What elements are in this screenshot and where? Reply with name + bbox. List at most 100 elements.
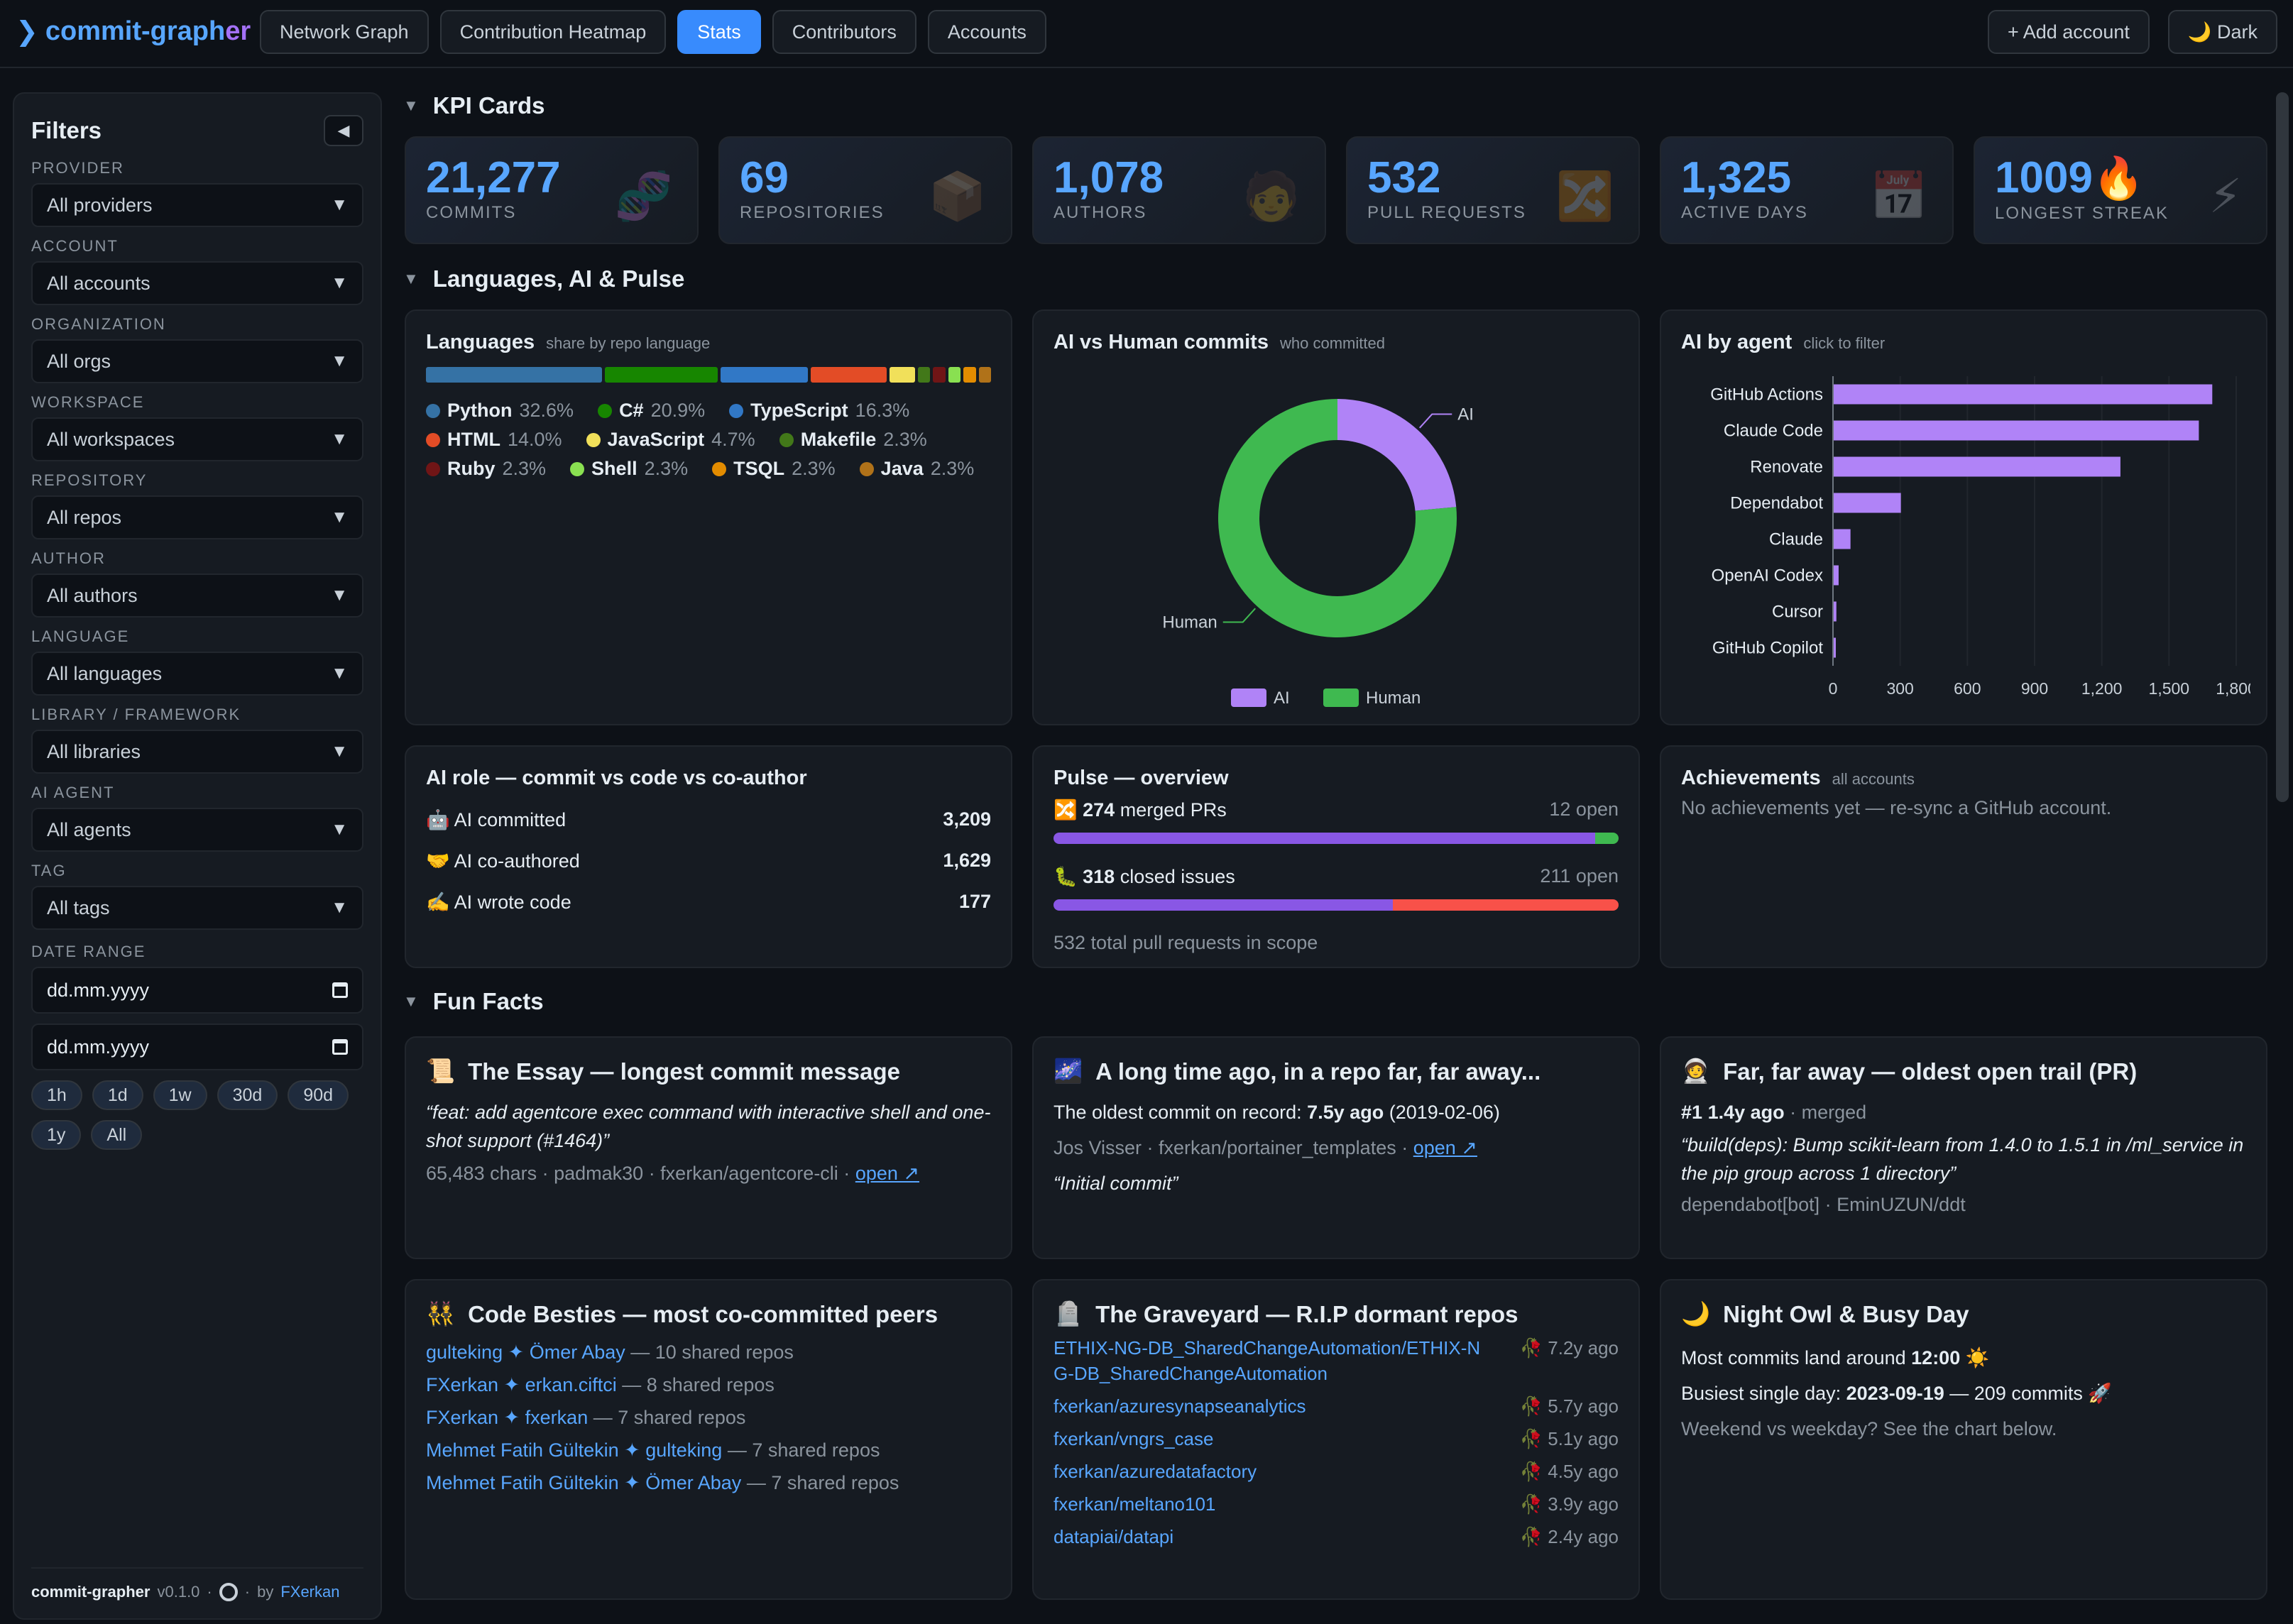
legend-swatch[interactable] bbox=[1231, 688, 1266, 707]
language-legend-item[interactable]: Shell 2.3% bbox=[570, 458, 688, 480]
agent-bar[interactable] bbox=[1834, 601, 1837, 622]
add-account-button[interactable]: + Add account bbox=[1987, 10, 2150, 54]
repo-link[interactable]: datapiai/datapi bbox=[1054, 1526, 1174, 1547]
range-chip[interactable]: 90d bbox=[288, 1080, 349, 1110]
brand-logo[interactable]: ❯ commit-graph er bbox=[16, 16, 251, 48]
chevron-down-icon: ▼ bbox=[331, 820, 348, 839]
person-icon: 🧑 bbox=[1242, 170, 1301, 222]
range-chip[interactable]: 1y bbox=[31, 1120, 82, 1150]
kpi-card-longest-streak: 1009🔥 LONGEST STREAK ⚡ bbox=[1974, 136, 2267, 244]
bestie-pair-link[interactable]: FXerkan ✦ fxerkan bbox=[426, 1407, 589, 1428]
language-segment[interactable] bbox=[426, 367, 602, 383]
y-tick-label[interactable]: Claude Code bbox=[1724, 422, 1823, 441]
tab-contributors[interactable]: Contributors bbox=[772, 10, 916, 54]
language-segment[interactable] bbox=[889, 367, 915, 383]
tab-accounts[interactable]: Accounts bbox=[927, 10, 1046, 54]
bestie-row: FXerkan ✦ fxerkan — 7 shared repos bbox=[426, 1403, 991, 1432]
footer-author-link[interactable]: FXerkan bbox=[280, 1583, 340, 1601]
bestie-pair-link[interactable]: Mehmet Fatih Gültekin ✦ gulteking bbox=[426, 1439, 723, 1461]
y-tick-label[interactable]: Cursor bbox=[1772, 603, 1823, 622]
y-tick-label[interactable]: GitHub Copilot bbox=[1712, 639, 1823, 658]
calendar-icon[interactable] bbox=[332, 1039, 348, 1055]
collapse-sidebar-button[interactable]: ◀ bbox=[324, 115, 363, 146]
filter-select[interactable]: All tags ▼ bbox=[31, 886, 363, 930]
language-legend-item[interactable]: TypeScript 16.3% bbox=[729, 400, 909, 422]
bestie-pair-link[interactable]: Mehmet Fatih Gültekin ✦ Ömer Abay bbox=[426, 1472, 742, 1493]
agent-bar[interactable] bbox=[1834, 565, 1839, 586]
tab-contribution-heatmap[interactable]: Contribution Heatmap bbox=[439, 10, 667, 54]
section-header-fun-facts[interactable]: ▼ Fun Facts bbox=[403, 988, 544, 1015]
legend-swatch[interactable] bbox=[1323, 688, 1359, 707]
filter-select[interactable]: All agents ▼ bbox=[31, 808, 363, 852]
agent-bar[interactable] bbox=[1834, 529, 1851, 549]
theme-toggle-button[interactable]: 🌙 Dark bbox=[2167, 10, 2277, 54]
range-chip[interactable]: All bbox=[91, 1120, 143, 1150]
y-tick-label[interactable]: Renovate bbox=[1750, 458, 1823, 477]
range-chip[interactable]: 1d bbox=[92, 1080, 143, 1110]
open-commit-link[interactable]: open ↗ bbox=[1413, 1137, 1477, 1158]
date-to-input[interactable]: dd.mm.yyyy bbox=[31, 1024, 363, 1070]
repo-link[interactable]: fxerkan/meltano101 bbox=[1054, 1493, 1216, 1515]
y-tick-label[interactable]: Dependabot bbox=[1730, 494, 1823, 513]
legend-label[interactable]: Human bbox=[1366, 688, 1421, 708]
y-tick-label[interactable]: Claude bbox=[1769, 530, 1823, 549]
language-legend-item[interactable]: HTML 14.0% bbox=[426, 429, 562, 451]
range-chip[interactable]: 1w bbox=[153, 1080, 207, 1110]
agent-bar[interactable] bbox=[1834, 637, 1836, 658]
section-header-kpi[interactable]: ▼ KPI Cards bbox=[403, 92, 545, 119]
language-segment[interactable] bbox=[948, 367, 961, 383]
repo-link[interactable]: fxerkan/azuredatafactory bbox=[1054, 1461, 1257, 1482]
quick-range-chips: 1h 1d 1w 30d 90d 1y All bbox=[31, 1080, 358, 1150]
date-from-input[interactable]: dd.mm.yyyy bbox=[31, 967, 363, 1014]
range-chip[interactable]: 30d bbox=[217, 1080, 278, 1110]
filter-select[interactable]: All libraries ▼ bbox=[31, 730, 363, 774]
y-tick-label[interactable]: GitHub Actions bbox=[1710, 385, 1823, 405]
y-tick-label[interactable]: OpenAI Codex bbox=[1712, 566, 1823, 586]
language-segment[interactable] bbox=[604, 367, 718, 383]
language-segment[interactable] bbox=[963, 367, 976, 383]
section-header-languages[interactable]: ▼ Languages, AI & Pulse bbox=[403, 265, 684, 292]
open-commit-link[interactable]: open ↗ bbox=[855, 1163, 920, 1184]
issues-closed-fill bbox=[1054, 899, 1394, 911]
filter-select[interactable]: All languages ▼ bbox=[31, 652, 363, 696]
github-icon[interactable] bbox=[219, 1583, 238, 1601]
language-legend-item[interactable]: C# 20.9% bbox=[598, 400, 705, 422]
language-legend-item[interactable]: Ruby 2.3% bbox=[426, 458, 546, 480]
bestie-pair-link[interactable]: gulteking ✦ Ömer Abay bbox=[426, 1342, 625, 1363]
tab-stats[interactable]: Stats bbox=[677, 10, 761, 54]
language-legend-item[interactable]: Python 32.6% bbox=[426, 400, 574, 422]
donut-slice-human[interactable] bbox=[1218, 399, 1457, 637]
fact-text: Busiest single day: bbox=[1681, 1383, 1841, 1404]
donut-slice-ai[interactable] bbox=[1337, 399, 1457, 511]
language-legend-item[interactable]: Java 2.3% bbox=[859, 458, 974, 480]
filter-select[interactable]: All orgs ▼ bbox=[31, 339, 363, 383]
agent-bar[interactable] bbox=[1834, 420, 2199, 441]
language-segment[interactable] bbox=[933, 367, 946, 383]
card-subtitle: click to filter bbox=[1803, 334, 1886, 352]
legend-label[interactable]: AI bbox=[1274, 688, 1290, 708]
tab-network-graph[interactable]: Network Graph bbox=[260, 10, 429, 54]
repo-link[interactable]: fxerkan/azuresynapseanalytics bbox=[1054, 1395, 1306, 1417]
language-legend-item[interactable]: TSQL 2.3% bbox=[712, 458, 836, 480]
filter-select[interactable]: All providers ▼ bbox=[31, 183, 363, 227]
filter-select[interactable]: All workspaces ▼ bbox=[31, 417, 363, 461]
agent-bar[interactable] bbox=[1834, 456, 2120, 477]
page-scrollbar[interactable] bbox=[2276, 92, 2289, 802]
repo-link[interactable]: ETHIX-NG-DB_SharedChangeAutomation/ETHIX… bbox=[1054, 1337, 1481, 1384]
language-segment[interactable] bbox=[917, 367, 931, 383]
agent-bar[interactable] bbox=[1834, 384, 2213, 405]
language-legend-item[interactable]: JavaScript 4.7% bbox=[586, 429, 755, 451]
bestie-pair-link[interactable]: FXerkan ✦ erkan.ciftci bbox=[426, 1374, 617, 1395]
language-segment[interactable] bbox=[978, 367, 992, 383]
repo-link[interactable]: fxerkan/vngrs_case bbox=[1054, 1428, 1214, 1449]
filter-select[interactable]: All repos ▼ bbox=[31, 495, 363, 539]
calendar-icon[interactable] bbox=[332, 982, 348, 998]
fact-meta: 65,483 chars · padmak30 · fxerkan/agentc… bbox=[426, 1163, 850, 1184]
language-segment[interactable] bbox=[811, 367, 887, 383]
agent-bar[interactable] bbox=[1834, 493, 1901, 513]
filter-select[interactable]: All authors ▼ bbox=[31, 574, 363, 618]
range-chip[interactable]: 1h bbox=[31, 1080, 82, 1110]
language-legend-item[interactable]: Makefile 2.3% bbox=[779, 429, 927, 451]
language-segment[interactable] bbox=[720, 367, 809, 383]
filter-select[interactable]: All accounts ▼ bbox=[31, 261, 363, 305]
